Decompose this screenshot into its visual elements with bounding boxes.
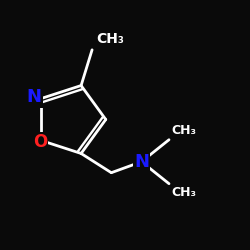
Text: O: O — [33, 133, 47, 151]
Text: CH₃: CH₃ — [172, 186, 197, 200]
Text: N: N — [27, 88, 42, 106]
Text: CH₃: CH₃ — [96, 32, 124, 46]
Text: N: N — [134, 153, 149, 171]
Text: CH₃: CH₃ — [172, 124, 197, 137]
